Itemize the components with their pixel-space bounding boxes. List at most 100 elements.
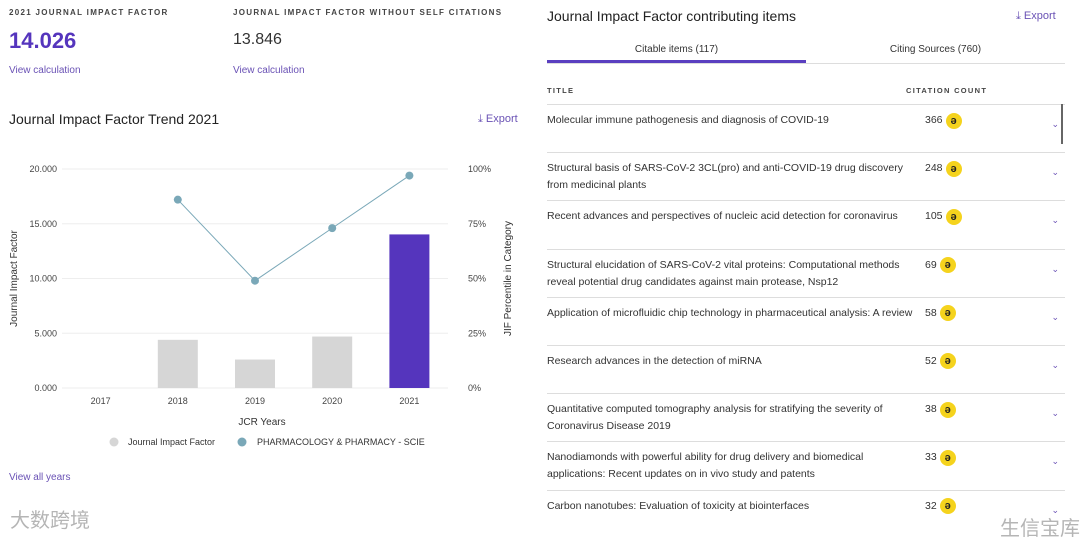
export-label: Export <box>485 113 518 125</box>
chevron-down-icon[interactable]: ⌄ <box>1051 311 1059 322</box>
x-tick-label: 2018 <box>168 396 188 406</box>
watermark-left: 大数跨境 <box>10 510 90 532</box>
citation-count: 105 ə <box>925 208 962 225</box>
tab-citable-items[interactable]: Citable items (117) <box>547 38 806 63</box>
table-row[interactable]: Nanodiamonds with powerful ability for d… <box>547 441 1065 489</box>
bar <box>157 339 198 388</box>
open-access-icon: ə <box>939 353 956 370</box>
items-export-button[interactable]: ⤓ Export <box>1016 10 1056 23</box>
table-row[interactable]: Structural elucidation of SARS-CoV-2 vit… <box>547 248 1065 297</box>
table-row[interactable]: Recent advances and perspectives of nucl… <box>547 200 1065 248</box>
count-value: 69 <box>925 258 937 271</box>
percentile-point <box>405 171 414 180</box>
open-access-icon: ə <box>939 257 956 274</box>
citation-count: 52 ə <box>925 353 956 370</box>
nosc-view-calculation-link[interactable]: View calculation <box>233 65 305 76</box>
trend-title: Journal Impact Factor Trend 2021 <box>9 111 220 127</box>
nosc-label: JOURNAL IMPACT FACTOR WITHOUT SELF CITAT… <box>233 8 503 17</box>
y-right-tick-label: 25% <box>468 328 486 338</box>
table-row[interactable]: Structural basis of SARS-CoV-2 3CL(pro) … <box>547 152 1065 200</box>
legend-line-marker <box>237 437 247 447</box>
count-value: 33 <box>925 451 937 464</box>
trend-export-button[interactable]: ⤓ Export <box>478 113 518 126</box>
column-citation-count-header[interactable]: CITATION COUNT <box>906 86 988 95</box>
scrollbar[interactable] <box>1061 104 1063 144</box>
x-tick-label: 2020 <box>322 396 342 406</box>
count-value: 32 <box>925 499 937 512</box>
percentile-line <box>177 175 410 282</box>
y-right-tick-label: 50% <box>468 274 486 284</box>
y-tick-label: 0.000 <box>34 383 57 393</box>
chevron-down-icon[interactable]: ⌄ <box>1051 167 1059 178</box>
percentile-point <box>328 224 337 233</box>
item-title[interactable]: Nanodiamonds with powerful ability for d… <box>547 451 864 481</box>
download-icon: ⤓ <box>478 113 486 125</box>
table-row[interactable]: Application of microfluidic chip technol… <box>547 296 1065 345</box>
citation-count: 248 ə <box>925 160 962 177</box>
column-title-header[interactable]: TITLE <box>547 86 575 95</box>
bar <box>389 234 430 388</box>
jif-view-calculation-link[interactable]: View calculation <box>9 65 81 76</box>
x-tick-label: 2019 <box>245 396 265 406</box>
bar <box>312 336 353 388</box>
table-row[interactable]: Molecular immune pathogenesis and diagno… <box>547 104 1065 152</box>
chevron-down-icon[interactable]: ⌄ <box>1051 456 1059 467</box>
legend-bar-marker <box>109 437 119 447</box>
open-access-icon: ə <box>939 305 956 322</box>
chevron-down-icon[interactable]: ⌄ <box>1051 119 1059 129</box>
nosc-value: 13.846 <box>233 31 282 48</box>
y-right-tick-label: 100% <box>468 164 491 174</box>
chevron-down-icon[interactable]: ⌄ <box>1051 263 1059 274</box>
item-title[interactable]: Structural basis of SARS-CoV-2 3CL(pro) … <box>547 162 903 192</box>
percentile-point <box>251 276 259 285</box>
count-value: 38 <box>925 403 937 416</box>
legend-bar-label: Journal Impact Factor <box>128 437 215 447</box>
jif-label: 2021 JOURNAL IMPACT FACTOR <box>9 8 169 17</box>
x-tick-label: 2017 <box>91 396 111 406</box>
percentile-point <box>173 195 182 204</box>
count-value: 52 <box>925 354 937 367</box>
open-access-icon: ə <box>939 449 956 466</box>
chevron-down-icon[interactable]: ⌄ <box>1051 504 1059 515</box>
jif-value: 14.026 <box>9 28 77 53</box>
count-value: 366 <box>925 114 943 126</box>
bar <box>235 359 275 388</box>
table-row[interactable]: Quantitative computed tomography analysi… <box>547 393 1065 441</box>
y-right-axis-label: JIF Percentile in Category <box>503 221 514 336</box>
trend-chart: 0.000 0% 5.000 25% 10.000 50% 15.000 75% 20.000 1… <box>9 164 514 447</box>
legend-line-label: PHARMACOLOGY & PHARMACY - SCIE <box>257 437 425 447</box>
y-tick-label: 20.000 <box>29 164 57 174</box>
download-icon: ⤓ <box>1016 10 1024 22</box>
item-title[interactable]: Carbon nanotubes: Evaluation of toxicity… <box>547 499 810 512</box>
watermark-right: 生信宝库 <box>1000 518 1080 540</box>
y-axis-label: Journal Impact Factor <box>9 229 20 326</box>
chevron-down-icon[interactable]: ⌄ <box>1051 408 1059 419</box>
open-access-icon: ə <box>939 401 956 418</box>
item-title[interactable]: Research advances in the detection of mi… <box>547 354 762 367</box>
citation-count: 33 ə <box>925 449 956 466</box>
items-title: Journal Impact Factor contributing items <box>547 8 796 24</box>
item-title[interactable]: Quantitative computed tomography analysi… <box>547 403 883 433</box>
open-access-icon: ə <box>945 208 962 225</box>
item-title[interactable]: Application of microfluidic chip technol… <box>547 306 913 319</box>
item-title[interactable]: Structural elucidation of SARS-CoV-2 vit… <box>547 258 900 288</box>
y-right-tick-label: 0% <box>468 383 481 393</box>
table-row[interactable]: Carbon nanotubes: Evaluation of toxicity… <box>547 489 1065 538</box>
items-list: Molecular immune pathogenesis and diagno… <box>547 104 1065 538</box>
count-value: 58 <box>925 306 937 319</box>
citation-count: 38 ə <box>925 401 956 418</box>
citation-count: 69 ə <box>925 257 956 274</box>
item-title[interactable]: Recent advances and perspectives of nucl… <box>547 210 898 223</box>
tab-citing-sources[interactable]: Citing Sources (760) <box>889 44 982 55</box>
chevron-down-icon[interactable]: ⌄ <box>1051 359 1059 370</box>
y-tick-label: 15.000 <box>29 219 57 229</box>
citation-count: 32 ə <box>925 498 956 515</box>
count-value: 105 <box>925 210 943 223</box>
open-access-icon: ə <box>945 160 962 177</box>
table-row[interactable]: Research advances in the detection of mi… <box>547 344 1065 393</box>
open-access-icon: ə <box>939 498 956 514</box>
citation-count: 58 ə <box>925 305 956 322</box>
chevron-down-icon[interactable]: ⌄ <box>1051 215 1059 226</box>
view-all-years-link[interactable]: View all years <box>9 472 71 483</box>
item-title[interactable]: Molecular immune pathogenesis and diagno… <box>547 114 829 126</box>
